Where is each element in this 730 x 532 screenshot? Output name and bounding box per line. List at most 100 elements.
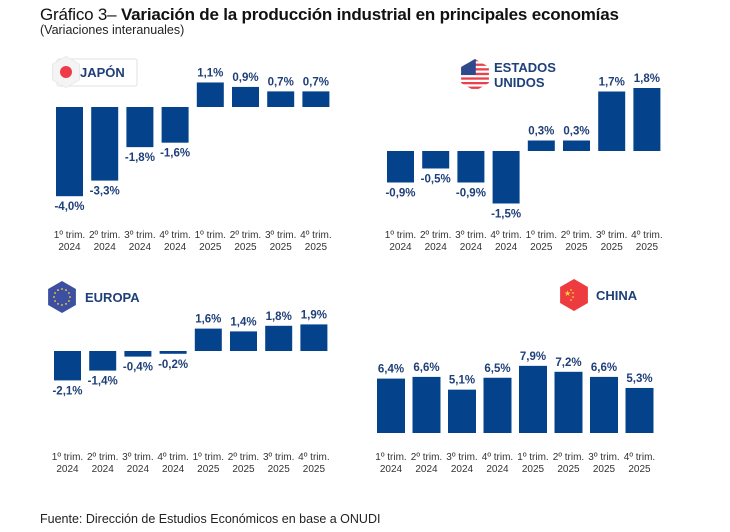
x-tick-label: 2024 [58,242,81,253]
bar [265,325,293,351]
country-title: JAPÓN [80,65,125,80]
data-label: 0,7% [303,76,329,88]
data-label: 0,3% [563,126,589,138]
data-label: 0,3% [528,126,554,138]
data-label: 6,6% [591,362,617,374]
data-label: -2,1% [52,385,82,397]
bar [300,324,328,351]
bar [56,107,83,197]
x-tick-label: 2º trim. [411,452,442,463]
bar [448,389,476,433]
x-tick-label: 2025 [199,242,222,253]
data-label: -1,6% [160,148,190,160]
bar [161,107,189,143]
bar [633,88,661,151]
bar [54,351,81,381]
x-tick-label: 1º trim. [193,452,224,463]
country-title: ESTADOS [494,60,556,75]
x-tick-label: 2024 [380,464,403,475]
bar [527,140,555,151]
x-tick-label: 2024 [162,464,185,475]
chart-subtitle: (Variaciones interanuales) [40,23,185,37]
bar [230,331,257,351]
x-tick-label: 4º trim. [300,230,331,241]
bar [232,86,259,107]
x-tick-label: 2º trim. [561,230,592,241]
x-tick-label: 1º trim. [385,230,416,241]
data-label: -0,9% [385,188,415,200]
x-tick-label: 2024 [486,464,509,475]
x-tick-label: 1º trim. [526,230,557,241]
japan-flag-icon [52,56,80,88]
x-tick-label: 3º trim. [124,230,155,241]
x-tick-label: 2024 [94,242,117,253]
bar [412,376,441,433]
x-tick-label: 2025 [628,464,651,475]
x-tick-label: 2025 [636,242,659,253]
bar [625,387,654,433]
data-label: -0,4% [123,362,153,374]
x-tick-label: 4º trim. [631,230,662,241]
x-tick-label: 3º trim. [446,452,477,463]
bar [457,151,485,183]
data-label: -3,3% [90,186,120,198]
x-tick-label: 2025 [268,464,291,475]
data-label: 1,7% [599,77,625,89]
bar [422,151,450,169]
country-title: UNIDOS [494,75,545,90]
x-tick-label: 2025 [522,464,545,475]
x-tick-label: 1º trim. [517,452,548,463]
x-tick-label: 2º trim. [228,452,259,463]
chart-europa: EUROPA-2,1%1º trim.2024-1,4%2º trim.2024… [48,281,330,475]
bar [267,91,295,107]
x-tick-label: 2024 [127,464,150,475]
bar [590,376,618,433]
china-flag-icon: ★ [560,279,588,311]
data-label: 1,9% [301,309,327,321]
x-tick-label: 2º trim. [553,452,584,463]
country-title: CHINA [596,288,638,303]
bar [492,151,520,204]
svg-text:★: ★ [564,289,571,298]
x-tick-label: 2024 [389,242,412,253]
data-label: 1,8% [266,311,292,323]
country-title: EUROPA [85,290,140,305]
bar [196,82,224,107]
chart-title: Gráfico 3– Variación de la producción in… [40,5,619,25]
data-label: -0,9% [456,188,486,200]
chart-title-main: Variación de la producción industrial en… [120,5,619,24]
data-label: -1,8% [125,152,155,164]
x-tick-label: 4º trim. [298,452,329,463]
bar [91,107,119,181]
x-tick-label: 2024 [415,464,438,475]
data-label: 5,1% [449,375,475,387]
x-tick-label: 2024 [451,464,474,475]
x-tick-label: 4º trim. [157,452,188,463]
x-tick-label: 4º trim. [159,230,190,241]
usa-flag-icon [461,59,489,91]
x-tick-label: 2025 [270,242,293,253]
x-tick-label: 2025 [593,464,616,475]
bar [302,91,330,107]
x-tick-label: 3º trim. [588,452,619,463]
x-tick-label: 2º trim. [87,452,118,463]
x-tick-label: 2025 [565,242,588,253]
bar [519,365,547,433]
x-tick-label: 2025 [601,242,624,253]
x-tick-label: 3º trim. [596,230,627,241]
red-sun-icon [60,66,72,78]
x-tick-label: 2024 [425,242,448,253]
x-tick-label: 3º trim. [265,230,296,241]
data-label: 1,6% [195,314,221,326]
chart-japon: JAPÓN-4,0%1º trim.2024-3,3%2º trim.2024-… [52,56,332,253]
bar [89,351,117,371]
x-tick-label: 2024 [164,242,187,253]
bar [194,328,222,351]
x-tick-label: 1º trim. [195,230,226,241]
x-tick-label: 2º trim. [230,230,261,241]
x-tick-label: 1º trim. [54,230,85,241]
data-label: 6,5% [484,363,510,375]
data-label: 0,7% [268,76,294,88]
x-tick-label: 4º trim. [624,452,655,463]
